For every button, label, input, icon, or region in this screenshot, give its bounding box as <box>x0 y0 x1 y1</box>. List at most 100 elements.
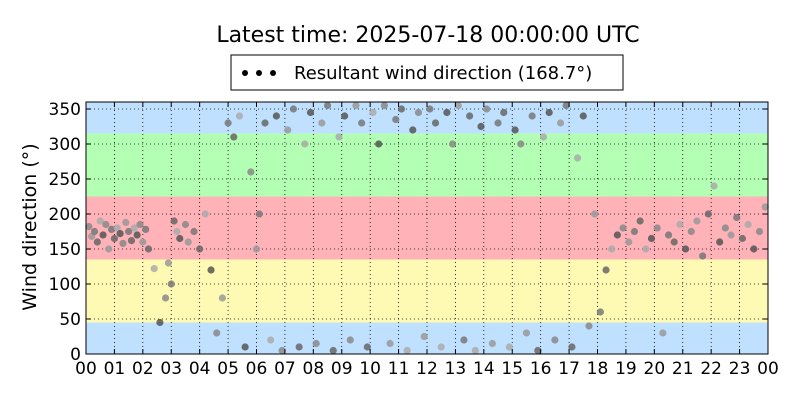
data-point <box>213 329 221 337</box>
data-point <box>142 225 150 233</box>
data-point <box>335 133 343 141</box>
data-point <box>687 227 695 236</box>
data-point <box>681 245 690 253</box>
data-point <box>116 230 124 238</box>
y-tick-label: 0 <box>70 345 81 365</box>
data-point <box>176 234 184 243</box>
data-point <box>721 224 729 232</box>
legend-label: Resultant wind direction (168.7°) <box>294 63 592 84</box>
data-point <box>295 343 303 351</box>
data-point <box>241 343 249 351</box>
data-point <box>284 126 292 134</box>
data-point <box>426 105 434 113</box>
data-point <box>755 227 764 236</box>
x-tick-label: 04 <box>189 359 211 379</box>
data-point <box>358 119 366 127</box>
data-point <box>85 223 93 231</box>
data-point <box>289 105 298 113</box>
data-point <box>545 108 553 117</box>
data-point <box>201 210 209 218</box>
legend-marker-3 <box>270 70 276 76</box>
x-tick-label: 12 <box>416 359 438 379</box>
y-tick-label: 350 <box>49 100 81 120</box>
x-tick-label: 21 <box>672 359 694 379</box>
data-point <box>528 112 536 120</box>
data-point <box>261 119 269 127</box>
legend-marker-1 <box>242 70 248 76</box>
data-point <box>272 112 280 120</box>
x-tick-label: 17 <box>558 359 580 379</box>
x-tick-label: 22 <box>700 359 722 379</box>
data-point <box>173 227 181 236</box>
data-point <box>255 210 263 218</box>
data-point <box>150 265 158 273</box>
legend-box <box>230 54 624 91</box>
x-tick-label: 00 <box>75 359 97 379</box>
data-point <box>670 238 678 246</box>
data-point <box>306 108 315 117</box>
data-point <box>318 119 326 127</box>
data-point <box>653 224 661 232</box>
data-point <box>184 238 192 246</box>
data-point <box>596 308 604 316</box>
direction-bands <box>86 102 768 354</box>
data-point <box>522 329 531 337</box>
x-tick-label: 20 <box>644 359 666 379</box>
data-point <box>301 140 309 148</box>
data-point <box>397 105 406 113</box>
x-tick-label: 05 <box>217 359 239 379</box>
data-point <box>409 126 417 134</box>
data-point <box>704 210 712 218</box>
x-tick-label: 10 <box>359 359 381 379</box>
data-point <box>107 225 116 233</box>
data-point <box>181 220 190 229</box>
data-points <box>85 101 769 355</box>
data-point <box>443 108 451 117</box>
data-point <box>170 217 178 225</box>
data-point <box>375 140 383 148</box>
data-point <box>466 112 474 120</box>
data-point <box>517 140 525 148</box>
data-point <box>323 101 332 110</box>
data-point <box>352 101 360 110</box>
grid-lines <box>86 102 768 354</box>
data-point <box>551 336 559 344</box>
data-point <box>207 266 215 274</box>
y-tick-label: 100 <box>49 275 81 295</box>
y-tick-label: 50 <box>59 310 81 330</box>
data-point <box>113 224 121 232</box>
data-point <box>471 346 479 355</box>
data-point <box>625 238 633 246</box>
y-axis-label: Wind direction (°) <box>19 143 41 310</box>
data-point <box>500 108 508 117</box>
data-point <box>630 227 639 236</box>
data-point <box>448 140 457 148</box>
data-point <box>380 101 388 110</box>
data-point <box>105 245 113 253</box>
data-point <box>579 112 587 120</box>
data-point <box>156 318 164 327</box>
data-point <box>574 154 582 162</box>
data-point <box>431 119 440 127</box>
data-point <box>505 343 514 351</box>
data-point <box>539 133 548 141</box>
data-point <box>190 227 198 236</box>
data-point <box>608 245 616 253</box>
data-point <box>125 227 133 236</box>
legend-marker-2 <box>256 70 262 76</box>
data-point <box>161 294 170 302</box>
data-point <box>122 218 130 226</box>
data-point <box>403 346 411 355</box>
data-point <box>534 346 542 355</box>
data-point <box>483 105 491 113</box>
y-tick-label: 200 <box>49 205 81 225</box>
data-point <box>96 217 104 225</box>
x-tick-label: 14 <box>473 359 495 379</box>
data-point <box>346 336 354 344</box>
x-tick-label: 09 <box>331 359 353 379</box>
data-point <box>230 133 238 141</box>
data-point <box>102 220 110 229</box>
data-point <box>386 339 394 348</box>
data-point <box>119 239 127 247</box>
